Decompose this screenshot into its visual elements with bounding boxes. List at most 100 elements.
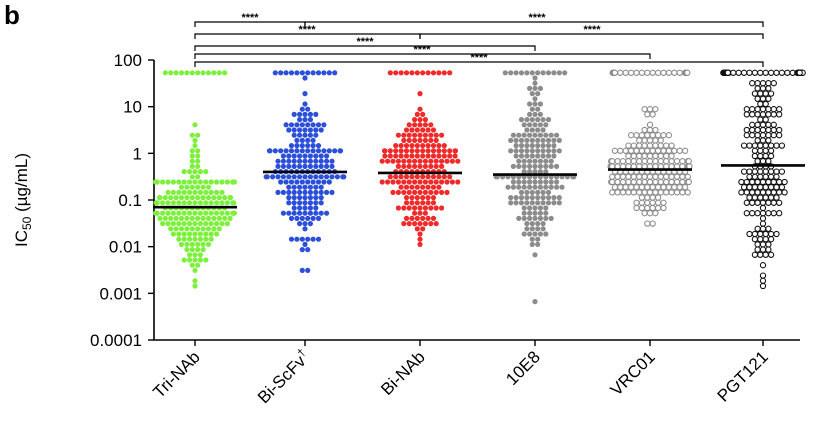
data-point [751,194,759,201]
data-point [529,236,535,242]
data-point [749,178,756,186]
data-point [767,152,775,160]
data-point [751,230,759,238]
data-point [743,111,750,118]
data-point [524,143,530,149]
data-point [452,153,458,159]
data-point [767,168,775,175]
data-point [224,179,230,185]
data-point [420,153,426,159]
data-point [417,163,423,169]
data-point [754,158,761,165]
data-point [414,174,420,180]
data-point [436,184,442,190]
data-point [291,163,297,169]
data-point [540,70,546,76]
data-point [759,215,767,222]
data-point [770,132,777,139]
data-point [673,189,681,196]
data-point [294,143,300,149]
data-point [222,70,228,76]
data-point [387,174,393,180]
data-point [444,158,450,164]
data-point [551,137,557,143]
data-point [154,200,160,206]
data-point [430,195,437,201]
data-point [759,111,767,118]
data-point [757,90,764,97]
data-point [529,226,535,232]
data-point [778,69,786,76]
data-point [286,195,292,201]
data-point [197,200,203,206]
data-point [518,153,525,159]
data-point [663,152,670,160]
data-point [403,143,410,149]
data-point [773,142,780,149]
data-point [406,158,412,164]
data-point [765,246,772,253]
data-point [765,225,772,232]
data-point [420,127,426,133]
data-point [676,147,683,154]
data-point [532,75,538,81]
data-point [765,137,772,144]
data-point [665,184,673,191]
data-point [513,148,519,154]
data-point [540,189,546,195]
data-point [746,173,753,180]
data-points [153,69,806,305]
data-point [417,158,423,164]
data-point [157,215,163,221]
data-point [302,205,308,211]
data-point [767,251,775,258]
data-point [746,69,753,76]
data-point [318,200,324,206]
data-point [759,126,767,134]
data-point [649,69,656,76]
data-point [170,221,176,227]
data-point [770,210,777,217]
data-point [208,210,214,216]
data-point [654,147,662,154]
data-point [297,174,303,180]
data-point [428,179,434,185]
data-point [280,210,286,216]
data-point [422,189,428,195]
data-point [414,153,420,159]
data-point [638,147,646,154]
data-point [757,100,764,108]
data-point [781,178,788,186]
data-point [398,143,404,149]
data-point [157,195,163,201]
data-point [759,106,767,113]
data-point [614,173,621,180]
data-point [409,148,415,154]
data-point [406,189,412,195]
data-point [307,210,313,216]
data-point [184,226,190,232]
data-point [302,158,308,164]
data-point [649,204,656,212]
data-point [291,132,297,138]
data-point [425,184,431,190]
data-point [441,174,447,180]
data-point [205,184,212,190]
data-point [754,80,761,87]
data-point [168,195,174,201]
data-point [297,221,303,227]
data-point [398,153,404,159]
data-point [297,117,303,123]
data-point [313,210,319,216]
significance-brackets: **** **** **** **** **** **** **** [194,12,764,67]
category-label: Bi-ScFv† [253,347,314,408]
data-point [406,132,412,138]
data-point [231,200,237,206]
data-point [409,195,415,201]
data-point [751,90,759,97]
data-point [762,194,769,201]
data-point [524,148,530,154]
data-point [379,158,385,164]
data-point [657,178,664,186]
data-point [625,158,632,165]
